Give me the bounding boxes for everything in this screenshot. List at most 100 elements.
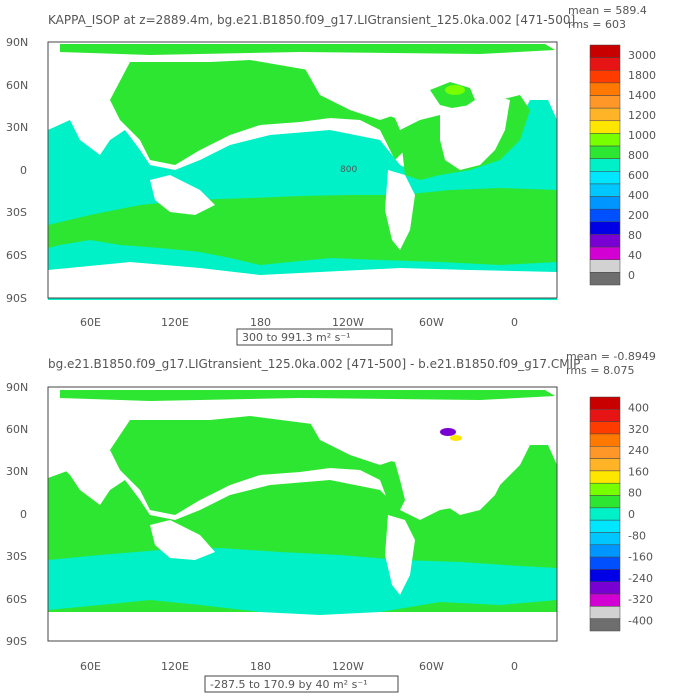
top-colorbar-label: 200 <box>628 209 649 222</box>
top-colorbar-label: 1000 <box>628 129 656 142</box>
bottom-southern-cyan <box>48 548 557 615</box>
bottom-colorbar-label: 80 <box>628 487 642 500</box>
top-colorbar-swatch <box>589 145 621 159</box>
bottom-colorbar-swatch <box>589 569 621 582</box>
top-hudson-bay <box>445 85 465 95</box>
top-colorbar-swatch <box>589 70 621 84</box>
top-colorbar-label: 0 <box>628 269 635 282</box>
bottom-rms: rms = 8.075 <box>566 364 634 377</box>
top-lat-60n: 60N <box>6 79 28 92</box>
bottom-title: bg.e21.B1850.f09_g17.LIGtransient_125.0k… <box>48 357 580 371</box>
top-lon-60w: 60W <box>419 316 444 329</box>
bottom-colorbar-swatch <box>589 544 621 558</box>
top-lon-180: 180 <box>250 316 271 329</box>
bottom-lat-30s: 30S <box>6 550 27 563</box>
top-colorbar-swatch <box>589 171 621 185</box>
top-colorbar-swatch <box>589 158 621 172</box>
bottom-colorbar-swatch <box>589 446 621 459</box>
bottom-lat-90s: 90S <box>6 635 27 648</box>
bottom-colorbar-swatch <box>589 507 621 521</box>
top-colorbar-swatch <box>589 183 621 197</box>
bottom-colorbar-swatch <box>589 556 621 570</box>
bottom-colorbar-label: -400 <box>628 614 653 627</box>
top-rms: rms = 603 <box>568 18 626 31</box>
top-colorbar-swatch <box>589 107 621 122</box>
bottom-land-eurasia <box>48 405 130 480</box>
bottom-colorbar-swatch <box>589 618 621 632</box>
top-map: 800 <box>47 41 558 300</box>
bottom-map-frame <box>47 386 558 642</box>
top-lat-30n: 30N <box>6 121 28 134</box>
top-colorbar-label: 3000 <box>628 49 656 62</box>
top-colorbar-swatch <box>589 234 621 248</box>
bottom-colorbar-label: -80 <box>628 529 646 542</box>
bottom-colorbar-swatch <box>589 581 621 595</box>
top-land-north-america <box>300 60 395 120</box>
top-land-antarctica <box>48 262 557 298</box>
bottom-hudson-anomaly-purple <box>440 428 456 436</box>
bottom-map <box>47 386 558 642</box>
top-map-frame <box>47 41 558 299</box>
bottom-colorbar-swatch <box>589 421 621 435</box>
bottom-land-africa-europe <box>440 440 510 515</box>
bottom-lon-60e: 60E <box>80 660 101 673</box>
top-lon-60e: 60E <box>80 316 101 329</box>
top-contour-label: 800 <box>340 165 357 175</box>
top-land-africa-europe <box>440 95 510 170</box>
bottom-colorbar-swatch <box>589 593 621 607</box>
bottom-colorbar-swatch <box>589 396 621 410</box>
bottom-colorbar-swatch <box>589 482 621 496</box>
bottom-lon-60w: 60W <box>419 660 444 673</box>
bottom-lon-axis: 60E 120E 180 120W 60W 0 <box>80 660 518 673</box>
bottom-range-box <box>204 675 399 693</box>
bottom-colorbar-swatch <box>589 606 621 619</box>
bottom-colorbar-label: 320 <box>628 423 649 436</box>
top-colorbar-swatch <box>589 246 621 260</box>
bottom-land-australia <box>150 520 215 560</box>
bottom-colorbar-label: -320 <box>628 593 653 606</box>
top-mean: mean = 589.4 <box>568 4 647 17</box>
top-title: KAPPA_ISOP at z=2889.4m, bg.e21.B1850.f0… <box>48 13 575 27</box>
bottom-colorbar-label: 160 <box>628 465 649 478</box>
bottom-lat-60n: 60N <box>6 423 28 436</box>
top-lon-axis: 60E 120E 180 120W 60W 0 <box>80 316 518 329</box>
top-colorbar-swatch <box>589 82 621 96</box>
top-colorbar-swatch <box>589 196 621 210</box>
top-lat-30s: 30S <box>6 206 27 219</box>
bottom-colorbar-swatch <box>589 495 621 509</box>
top-colorbar-swatch <box>589 57 621 71</box>
bottom-colorbar-swatch <box>589 409 621 422</box>
bottom-colorbar-label: 240 <box>628 444 649 457</box>
top-range-text: 300 to 991.3 m² s⁻¹ <box>242 331 351 344</box>
top-land-australia <box>150 175 215 215</box>
top-panel: KAPPA_ISOP at z=2889.4m, bg.e21.B1850.f0… <box>6 4 656 346</box>
top-colorbar-swatch <box>589 44 621 58</box>
bottom-colorbar-label: -160 <box>628 551 653 564</box>
top-lon-120w: 120W <box>332 316 364 329</box>
bottom-land-north-america <box>300 405 395 465</box>
bottom-lat-90n: 90N <box>6 381 28 394</box>
top-lat-axis: 90N 60N 30N 0 30S 60S 90S <box>6 36 28 305</box>
top-colorbar-swatch <box>589 259 621 273</box>
top-colorbar-label: 400 <box>628 189 649 202</box>
top-lon-120e: 120E <box>161 316 189 329</box>
bottom-land-antarctica <box>48 612 557 640</box>
top-colorbar-label: 1400 <box>628 89 656 102</box>
top-colorbar-swatch <box>589 272 621 286</box>
bottom-lon-0: 0 <box>511 660 518 673</box>
bottom-colorbar-label: 400 <box>628 402 649 415</box>
bottom-colorbar-label: -240 <box>628 572 653 585</box>
top-lat-90n: 90N <box>6 36 28 49</box>
top-colorbar-swatch <box>589 95 621 109</box>
top-colorbar-label: 600 <box>628 169 649 182</box>
top-colorbar-label: 1800 <box>628 69 656 82</box>
bottom-colorbar-swatch <box>589 470 621 484</box>
bottom-colorbar-swatch <box>589 519 621 533</box>
bottom-colorbar: 400 320 240 160 80 0 -80 -160 -240 -320 -400 <box>589 396 653 632</box>
bottom-colorbar-swatch <box>589 532 621 546</box>
bottom-panel: bg.e21.B1850.f09_g17.LIGtransient_125.0k… <box>6 350 656 693</box>
top-lat-60s: 60S <box>6 249 27 262</box>
top-colorbar-label: 1200 <box>628 109 656 122</box>
